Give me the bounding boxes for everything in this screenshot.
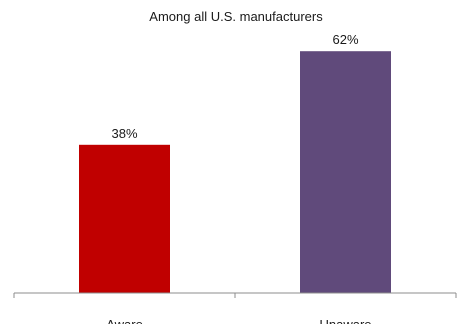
data-label-aware: 38% bbox=[111, 126, 137, 141]
bars-group bbox=[79, 51, 391, 294]
bar-unaware bbox=[300, 51, 391, 294]
labels-group: 38% Aware 62% Unaware bbox=[106, 32, 371, 324]
x-axis-ticks bbox=[13, 293, 457, 298]
category-label-unaware: Unaware bbox=[319, 317, 371, 324]
bar-aware bbox=[79, 144, 170, 293]
chart-title: Among all U.S. manufacturers bbox=[149, 9, 323, 24]
category-label-aware: Aware bbox=[106, 317, 143, 324]
data-label-unaware: 62% bbox=[332, 32, 358, 47]
